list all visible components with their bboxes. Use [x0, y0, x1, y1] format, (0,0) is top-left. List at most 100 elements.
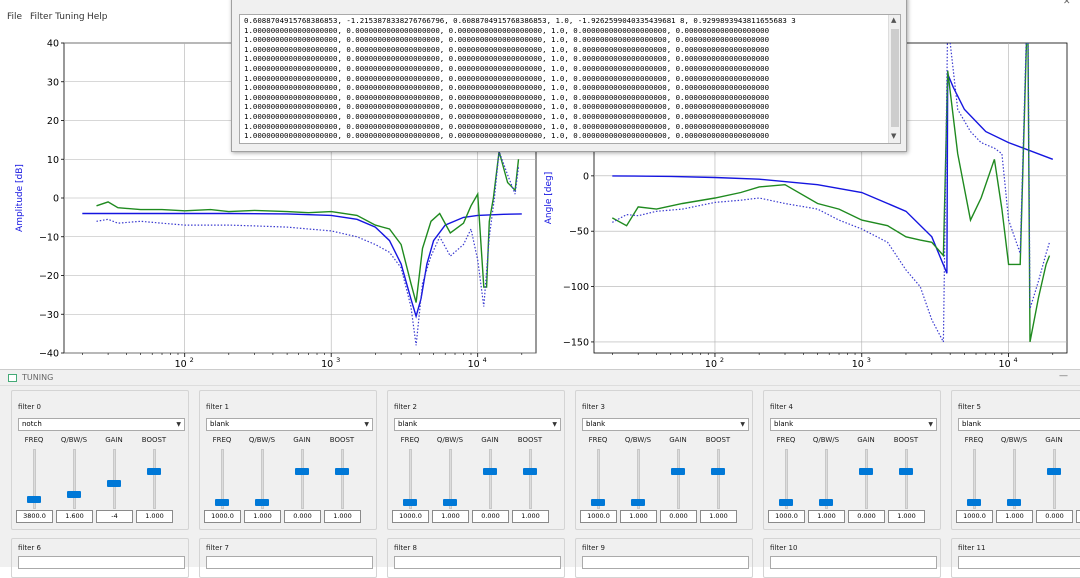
- slider-track[interactable]: [449, 449, 452, 509]
- param-value-input[interactable]: 0.000: [660, 510, 697, 523]
- minimize-icon[interactable]: —: [1059, 371, 1068, 381]
- param-value-input[interactable]: 1.000: [620, 510, 657, 523]
- slider-handle[interactable]: [1007, 499, 1021, 507]
- filter-type-select[interactable]: blank▼: [394, 418, 561, 431]
- coefficients-scrollbar[interactable]: ▲ ▼: [888, 15, 900, 143]
- slider-handle[interactable]: [523, 468, 537, 476]
- slider-handle[interactable]: [671, 468, 685, 476]
- slider-handle[interactable]: [443, 499, 457, 507]
- slider-handle[interactable]: [27, 496, 41, 504]
- param-value-input[interactable]: 1.000: [244, 510, 281, 523]
- filter-type-select[interactable]: blank▼: [206, 418, 373, 431]
- param-value-input[interactable]: 1.600: [56, 510, 93, 523]
- filter-type-select[interactable]: [770, 556, 937, 569]
- slider-handle[interactable]: [67, 490, 81, 498]
- slider-handle[interactable]: [295, 468, 309, 476]
- slider-track[interactable]: [973, 449, 976, 509]
- slider-handle[interactable]: [255, 499, 269, 507]
- filter-type-select[interactable]: notch ▼: [18, 418, 185, 431]
- slider-handle[interactable]: [335, 468, 349, 476]
- slider-handle[interactable]: [859, 468, 873, 476]
- param-value-input[interactable]: 0.000: [472, 510, 509, 523]
- filter-type-select[interactable]: [958, 556, 1080, 569]
- param-value-input[interactable]: 1000.0: [204, 510, 241, 523]
- param-value-input[interactable]: 1.000: [512, 510, 549, 523]
- slider-handle[interactable]: [215, 499, 229, 507]
- slider-track[interactable]: [113, 449, 116, 509]
- slider-handle[interactable]: [147, 468, 161, 476]
- menu-filter-tuning[interactable]: Filter Tuning: [30, 12, 85, 22]
- slider-track[interactable]: [73, 449, 76, 509]
- slider-track[interactable]: [301, 449, 304, 509]
- param-value-input[interactable]: 0.000: [848, 510, 885, 523]
- filter-type-select[interactable]: [18, 556, 185, 569]
- slider-track[interactable]: [529, 449, 532, 509]
- filter-type-select[interactable]: blank▼: [582, 418, 749, 431]
- slider-track[interactable]: [221, 449, 224, 509]
- param-value-input[interactable]: 1000.0: [956, 510, 993, 523]
- chevron-down-icon: ▼: [552, 421, 557, 428]
- slider-handle[interactable]: [107, 479, 121, 487]
- coefficients-textbox[interactable]: 0.6088704915768386853, -1.21538783382767…: [239, 14, 901, 144]
- slider-track[interactable]: [489, 449, 492, 509]
- slider-handle[interactable]: [1047, 468, 1061, 476]
- filter-type-select[interactable]: [582, 556, 749, 569]
- slider-handle[interactable]: [403, 499, 417, 507]
- slider-handle[interactable]: [483, 468, 497, 476]
- slider-track[interactable]: [865, 449, 868, 509]
- param-value-input[interactable]: 0.000: [1036, 510, 1073, 523]
- close-icon[interactable]: ✕: [1063, 0, 1071, 7]
- param-value-input[interactable]: 1.000: [432, 510, 469, 523]
- param-value-input[interactable]: -4: [96, 510, 133, 523]
- slider-handle[interactable]: [819, 499, 833, 507]
- slider-track[interactable]: [153, 449, 156, 509]
- filter-type-value: blank: [774, 420, 794, 428]
- param-value-input[interactable]: 1.000: [808, 510, 845, 523]
- slider-track[interactable]: [1053, 449, 1056, 509]
- menu-help[interactable]: Help: [87, 12, 108, 22]
- param-label-gain: GAIN: [293, 436, 311, 444]
- slider-track[interactable]: [1013, 449, 1016, 509]
- slider-handle[interactable]: [591, 499, 605, 507]
- slider-track[interactable]: [785, 449, 788, 509]
- slider-track[interactable]: [717, 449, 720, 509]
- slider-track[interactable]: [825, 449, 828, 509]
- coefficients-window[interactable]: 0.6088704915768386853, -1.21538783382767…: [231, 0, 907, 152]
- param-value-input[interactable]: 1.000: [324, 510, 361, 523]
- param-value-input[interactable]: 1.000: [700, 510, 737, 523]
- param-value-input[interactable]: 1.000: [1076, 510, 1080, 523]
- filter-type-select[interactable]: [394, 556, 561, 569]
- slider-track[interactable]: [597, 449, 600, 509]
- param-value-input[interactable]: 1000.0: [768, 510, 805, 523]
- scroll-down-icon[interactable]: ▼: [891, 132, 897, 140]
- slider-handle[interactable]: [967, 499, 981, 507]
- param-value-input[interactable]: 3800.0: [16, 510, 53, 523]
- series-line-0: [612, 73, 1054, 274]
- param-value-input[interactable]: 1.000: [888, 510, 925, 523]
- scroll-up-icon[interactable]: ▲: [891, 16, 897, 24]
- scroll-thumb[interactable]: [891, 29, 899, 127]
- slider-track[interactable]: [409, 449, 412, 509]
- filter-type-select[interactable]: blank▼: [958, 418, 1080, 431]
- slider-handle[interactable]: [899, 468, 913, 476]
- param-value-input[interactable]: 1000.0: [580, 510, 617, 523]
- slider-track[interactable]: [637, 449, 640, 509]
- filter-type-select[interactable]: blank▼: [770, 418, 937, 431]
- slider-track[interactable]: [677, 449, 680, 509]
- slider-track[interactable]: [341, 449, 344, 509]
- menu-file[interactable]: File: [7, 12, 23, 22]
- slider-handle[interactable]: [631, 499, 645, 507]
- param-value-input[interactable]: 1.000: [996, 510, 1033, 523]
- filter-type-value: blank: [586, 420, 606, 428]
- param-label-boost: BOOST: [705, 436, 731, 444]
- param-value-input[interactable]: 1.000: [136, 510, 173, 523]
- slider-track[interactable]: [261, 449, 264, 509]
- slider-track[interactable]: [905, 449, 908, 509]
- param-value-input[interactable]: 1000.0: [392, 510, 429, 523]
- slider-track[interactable]: [33, 449, 36, 509]
- param-value-input[interactable]: 0.000: [284, 510, 321, 523]
- slider-handle[interactable]: [711, 468, 725, 476]
- filter-type-select[interactable]: [206, 556, 373, 569]
- filter-group-row2: filter 9: [575, 538, 753, 578]
- slider-handle[interactable]: [779, 499, 793, 507]
